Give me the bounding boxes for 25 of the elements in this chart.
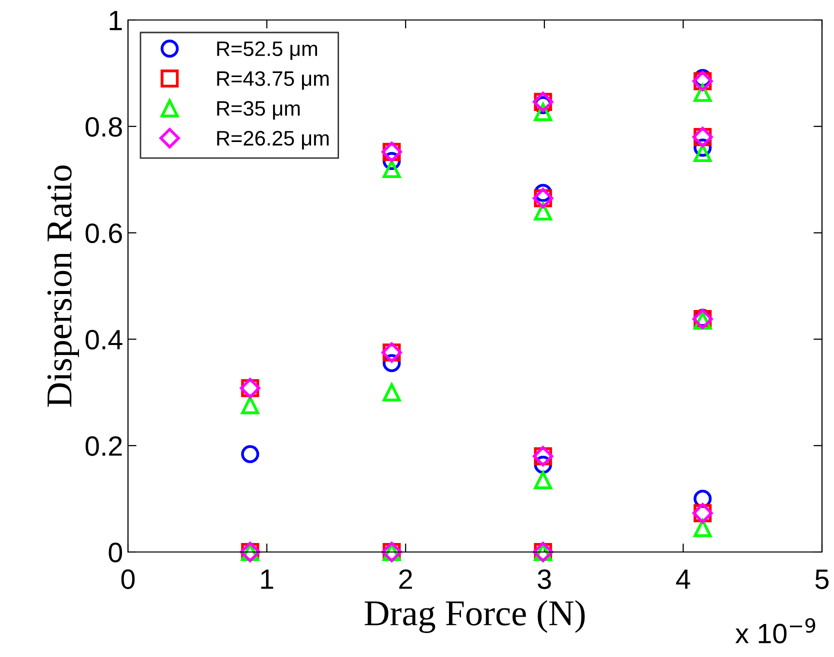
y-axis-title: Dispersion Ratio: [47, 166, 79, 407]
point: [382, 160, 401, 178]
point: [382, 383, 401, 402]
x-tick-label: 5: [815, 570, 829, 590]
y-tick-label: 0.6: [86, 223, 122, 244]
x-tick-label: 4: [676, 570, 690, 589]
y-tick-label: 0.4: [86, 330, 122, 350]
point: [694, 144, 712, 162]
legend-label: R=52.5 μm: [217, 41, 318, 60]
y-tick-label: 0.8: [86, 117, 122, 137]
y-tick-label: 0.2: [86, 436, 122, 456]
point: [241, 396, 260, 414]
legend-label: R=43.75 μm: [217, 71, 329, 90]
x-tick-label: 2: [399, 569, 412, 589]
x-tick-label: 0: [121, 569, 135, 590]
y-tick-label: 1: [110, 10, 122, 30]
point: [241, 445, 260, 464]
legend-label: R=26.25 μm: [217, 130, 329, 150]
point: [534, 471, 552, 490]
x-axis-title: Drag Force (N): [364, 600, 585, 633]
x-tick-label: 3: [538, 569, 551, 590]
x-tick-label: 1: [261, 570, 274, 589]
y-tick-label: 0: [108, 542, 122, 562]
text: x 10$^{−9}$: [735, 618, 816, 644]
legend-label: R=35 μm: [217, 101, 300, 120]
